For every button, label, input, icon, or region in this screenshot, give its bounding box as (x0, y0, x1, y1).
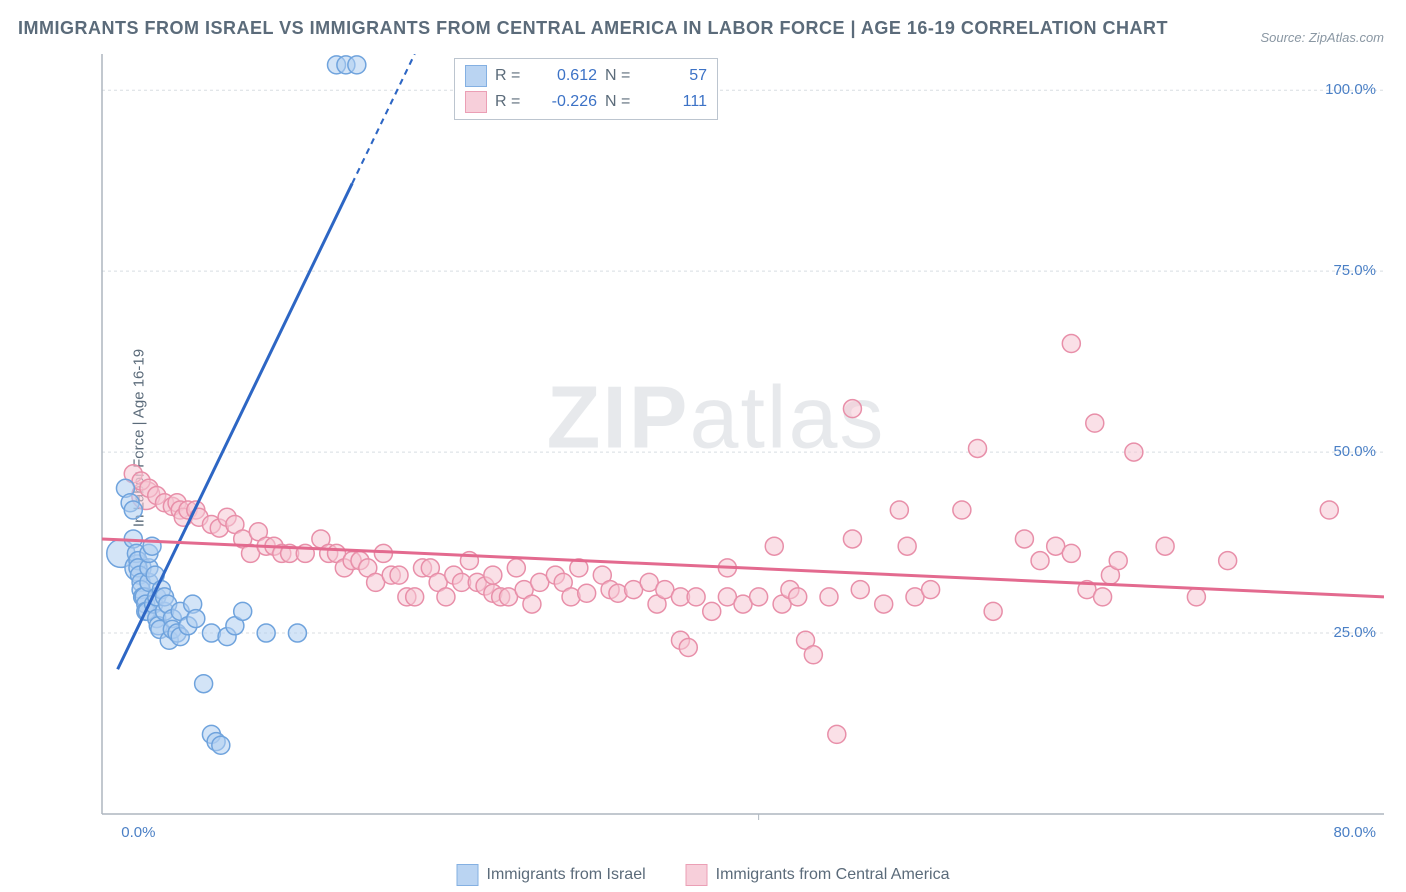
stats-row-israel: R = 0.612 N = 57 (465, 63, 707, 89)
n-label: N = (605, 67, 635, 85)
swatch-israel (457, 864, 479, 886)
y-tick-label: 25.0% (1333, 624, 1376, 641)
n-label: N = (605, 93, 635, 111)
stats-legend: R = 0.612 N = 57 R = -0.226 N = 111 (454, 58, 718, 120)
stats-row-central-america: R = -0.226 N = 111 (465, 89, 707, 115)
legend-label-central-america: Immigrants from Central America (716, 866, 950, 884)
legend-item-central-america: Immigrants from Central America (686, 864, 950, 886)
chart-title: IMMIGRANTS FROM ISRAEL VS IMMIGRANTS FRO… (18, 18, 1168, 39)
n-value-israel: 57 (643, 67, 707, 85)
swatch-central-america (686, 864, 708, 886)
r-value-israel: 0.612 (533, 67, 597, 85)
scatter-plot (48, 54, 1384, 822)
legend-item-israel: Immigrants from Israel (457, 864, 646, 886)
x-tick-label: 80.0% (1333, 824, 1376, 841)
chart-container: In Labor Force | Age 16-19 ZIPatlas 25.0… (48, 54, 1384, 822)
y-tick-label: 50.0% (1333, 443, 1376, 460)
swatch-central-america (465, 91, 487, 113)
swatch-israel (465, 65, 487, 87)
source-attribution: Source: ZipAtlas.com (1260, 30, 1384, 45)
r-label: R = (495, 67, 525, 85)
y-tick-label: 75.0% (1333, 262, 1376, 279)
r-label: R = (495, 93, 525, 111)
legend-label-israel: Immigrants from Israel (487, 866, 646, 884)
n-value-central-america: 111 (643, 93, 707, 111)
y-tick-label: 100.0% (1325, 81, 1376, 98)
x-tick-label: 0.0% (121, 824, 155, 841)
r-value-central-america: -0.226 (533, 93, 597, 111)
series-legend: Immigrants from Israel Immigrants from C… (457, 864, 950, 886)
